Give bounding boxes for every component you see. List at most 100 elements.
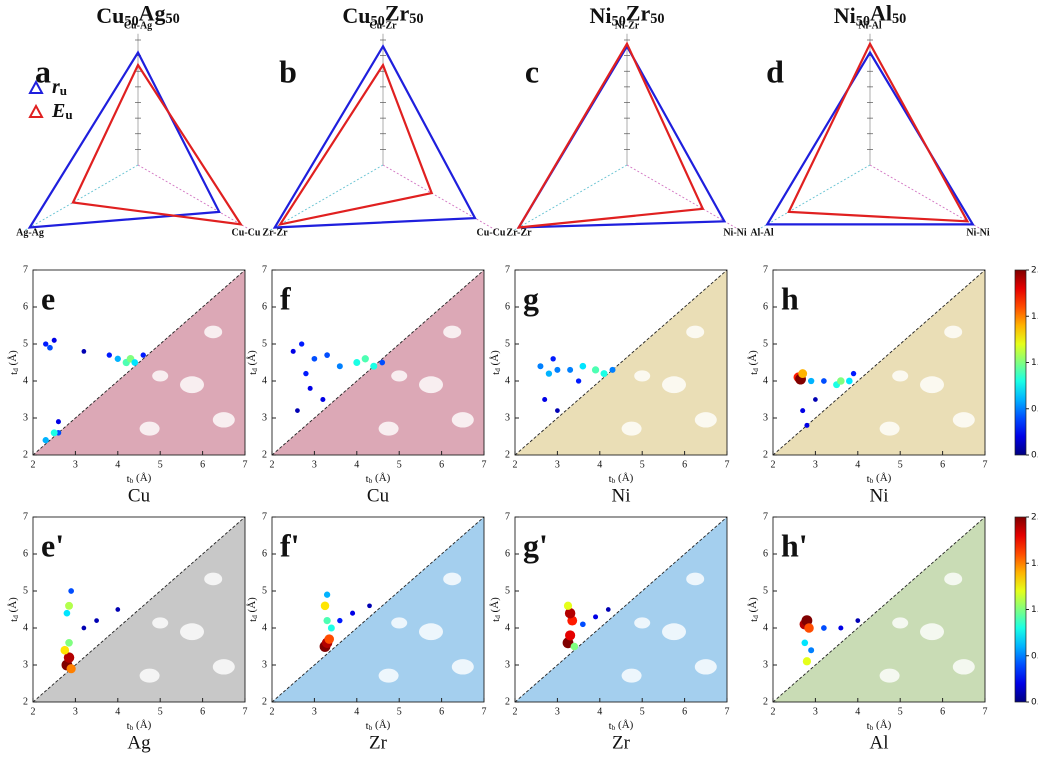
x-tick-label: 7 xyxy=(243,459,248,470)
x-tick-label: 2 xyxy=(771,706,776,717)
radar-axis-label: Ni-Al xyxy=(858,20,882,31)
data-point xyxy=(804,423,809,428)
data-point xyxy=(65,602,73,610)
data-point xyxy=(367,603,372,608)
network-hole xyxy=(391,617,407,628)
x-tick-label: 3 xyxy=(73,459,78,470)
y-tick-label: 2 xyxy=(763,449,768,460)
data-point xyxy=(67,664,76,673)
data-point xyxy=(56,419,61,424)
x-tick-label: 6 xyxy=(200,459,205,470)
network-hole xyxy=(174,557,188,567)
data-point xyxy=(295,408,300,413)
x-tick-label: 7 xyxy=(725,706,730,717)
panel-letter: g xyxy=(523,280,539,316)
data-point xyxy=(542,397,547,402)
data-point xyxy=(846,378,853,385)
x-tick-label: 3 xyxy=(813,459,818,470)
colorbar-tick-label: 2.0 xyxy=(1031,266,1038,276)
y-axis-label: td (Å) xyxy=(6,350,19,375)
network-hole xyxy=(695,412,717,427)
network-hole xyxy=(695,659,717,674)
y-tick-label: 5 xyxy=(23,338,28,349)
y-tick-label: 3 xyxy=(262,412,267,423)
data-point xyxy=(803,657,811,665)
x-tick-label: 7 xyxy=(983,706,988,717)
y-tick-label: 5 xyxy=(505,585,510,596)
y-tick-label: 2 xyxy=(23,696,28,707)
y-axis-label: td (Å) xyxy=(488,350,501,375)
y-axis-label: td (Å) xyxy=(746,597,759,622)
network-hole xyxy=(944,573,962,586)
x-axis-label: tb (Å) xyxy=(366,471,391,484)
data-point xyxy=(550,356,555,361)
data-point xyxy=(606,607,611,612)
x-axis-label: tb (Å) xyxy=(609,471,634,484)
radar-series xyxy=(519,44,703,228)
network-hole xyxy=(413,557,427,567)
y-tick-label: 4 xyxy=(23,622,28,633)
network-hole xyxy=(452,412,474,427)
colorbar-tick-label: 0.5 xyxy=(1031,404,1038,414)
network-hole xyxy=(140,669,160,683)
data-point xyxy=(324,592,330,598)
y-tick-label: 4 xyxy=(763,375,768,386)
data-point xyxy=(362,355,369,362)
x-tick-label: 4 xyxy=(354,459,359,470)
x-tick-label: 5 xyxy=(898,706,903,717)
data-point xyxy=(324,352,330,358)
radar-axis-label: Zr-Zr xyxy=(262,227,288,238)
x-tick-label: 7 xyxy=(482,459,487,470)
data-point xyxy=(64,610,71,617)
network-hole xyxy=(634,617,650,628)
panel-letter: h' xyxy=(781,527,808,563)
element-label: Zr xyxy=(369,732,388,753)
network-hole xyxy=(452,659,474,674)
y-tick-label: 6 xyxy=(763,301,768,312)
network-hole xyxy=(180,376,204,393)
x-tick-label: 2 xyxy=(270,706,275,717)
data-point xyxy=(838,625,843,630)
network-hole xyxy=(174,310,188,320)
data-point xyxy=(564,602,572,610)
x-tick-label: 6 xyxy=(940,459,945,470)
y-tick-label: 6 xyxy=(505,548,510,559)
x-tick-label: 7 xyxy=(482,706,487,717)
x-tick-label: 4 xyxy=(115,706,120,717)
y-tick-label: 6 xyxy=(262,301,267,312)
x-tick-label: 6 xyxy=(439,706,444,717)
y-tick-label: 7 xyxy=(763,511,768,522)
panel-letter: c xyxy=(525,53,539,89)
colorbar-tick-label: 1.5 xyxy=(1031,312,1038,322)
y-tick-label: 3 xyxy=(23,412,28,423)
data-point xyxy=(370,363,377,370)
network-hole xyxy=(880,422,900,436)
x-tick-label: 6 xyxy=(682,706,687,717)
data-point xyxy=(855,618,860,623)
x-axis-label: tb (Å) xyxy=(609,718,634,731)
network-hole xyxy=(662,376,686,393)
data-point xyxy=(576,378,581,383)
panel-letter: g' xyxy=(523,527,548,563)
radar-series xyxy=(789,44,968,222)
y-axis-label: td (Å) xyxy=(746,350,759,375)
data-point xyxy=(299,341,304,346)
data-point xyxy=(593,614,598,619)
y-tick-label: 7 xyxy=(505,264,510,275)
x-axis-label: tb (Å) xyxy=(127,471,152,484)
x-tick-label: 6 xyxy=(200,706,205,717)
data-point xyxy=(808,647,814,653)
data-point xyxy=(353,359,360,366)
x-tick-label: 5 xyxy=(640,459,645,470)
network-hole xyxy=(656,557,670,567)
y-tick-label: 2 xyxy=(763,696,768,707)
data-point xyxy=(537,363,543,369)
data-point xyxy=(321,602,330,611)
radar-axis-label: Ag-Ag xyxy=(16,227,44,238)
network-hole xyxy=(622,422,642,436)
network-hole xyxy=(391,370,407,381)
radar-axis-label: Cu-Cu xyxy=(232,227,261,238)
panel-letter: h xyxy=(781,280,799,316)
x-tick-label: 7 xyxy=(725,459,730,470)
y-tick-label: 2 xyxy=(505,696,510,707)
